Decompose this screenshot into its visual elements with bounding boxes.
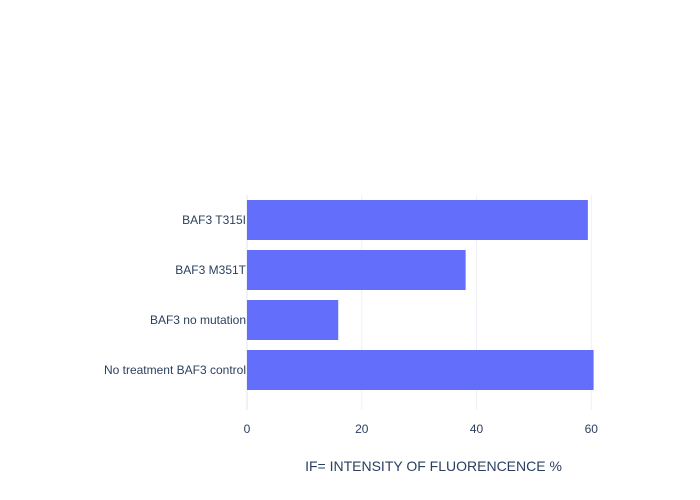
y-tick-label: BAF3 no mutation bbox=[150, 313, 246, 327]
x-tick-label: 0 bbox=[244, 422, 251, 436]
x-tick-label: 40 bbox=[470, 422, 484, 436]
y-tick-label: No treatment BAF3 control bbox=[104, 363, 246, 377]
y-tick-label: BAF3 M351T bbox=[175, 263, 246, 277]
bar[interactable] bbox=[247, 200, 588, 240]
x-tick-label: 20 bbox=[355, 422, 369, 436]
bars bbox=[247, 200, 594, 390]
bar[interactable] bbox=[247, 350, 594, 390]
x-tick-label: 60 bbox=[585, 422, 599, 436]
bar[interactable] bbox=[247, 300, 339, 340]
y-tick-label: BAF3 T315I bbox=[182, 213, 246, 227]
y-tick-labels: No treatment BAF3 control BAF3 no mutatio… bbox=[104, 213, 247, 377]
bar[interactable] bbox=[247, 250, 466, 290]
x-tick-labels: 0 20 40 60 bbox=[244, 422, 599, 436]
x-axis-title: IF= INTENSITY OF FLUORENCENCE % bbox=[305, 458, 562, 474]
